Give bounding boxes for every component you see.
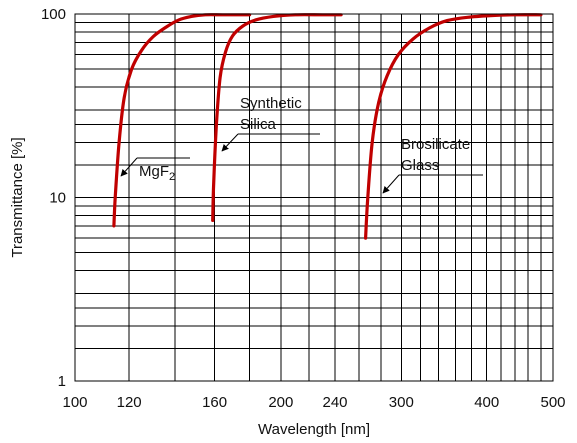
label-arrow [221,133,239,152]
x-tick-label: 400 [474,394,499,411]
series-label-group-2: Synthetic Silica [221,95,320,152]
label-arrow [382,174,400,194]
series-label-group-1: MgF2 [120,157,190,183]
x-tick-label: 300 [389,394,414,411]
x-tick-label: 240 [322,394,347,411]
x-tick-label: 100 [62,394,87,411]
y-tick-label: 100 [41,6,66,23]
series-label-1: MgF2 [139,163,175,183]
x-tick-label: 200 [268,394,293,411]
series-line-2 [211,13,343,222]
plot-frame [74,13,554,382]
annotations: MgF2 Synthetic Silica Brosilicate Glass [120,95,483,194]
grid [75,14,553,381]
series-line-1 [112,13,252,228]
y-tick-label: 10 [49,190,66,207]
x-tick-label: 500 [540,394,565,411]
x-tick-label: 160 [202,394,227,411]
x-tick-label: 120 [117,394,142,411]
y-axis-title: Transmittance [%] [9,137,26,257]
series-label-group-3: Brosilicate Glass [382,136,483,194]
label-arrow [120,157,138,177]
series-line-3 [364,13,543,240]
series-label-3: Brosilicate Glass [401,136,470,174]
curves [112,13,543,240]
series-label-2: Synthetic Silica [240,95,302,133]
y-tick-label: 1 [58,373,66,390]
x-axis-title: Wavelength [nm] [258,421,370,438]
tick-labels: 100 120 160 200 240 300 400 500 1 10 100 [41,6,566,411]
